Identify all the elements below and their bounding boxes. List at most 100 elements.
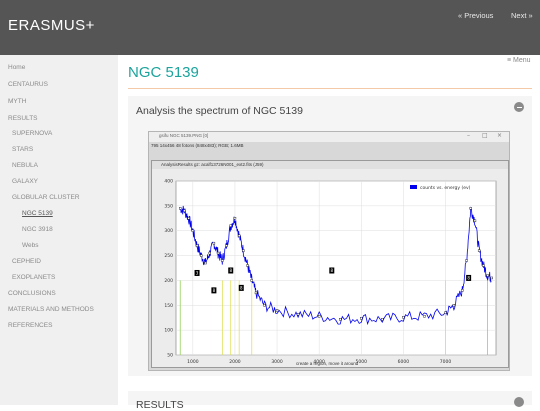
status-text: create a region, move it around [296,361,359,366]
x-tick-label: 4000 [313,359,325,365]
results-card: RESULTS [128,391,532,411]
data-point [317,315,321,318]
data-point [469,207,472,210]
sidebar-item-exoplanets[interactable]: EXOPLANETS [12,274,56,281]
minimize-icon: – [467,132,470,139]
data-point [444,311,447,314]
menu-button[interactable]: ≡ Menu [507,57,531,64]
section-title: Analysis the spectrum of NGC 5139 [136,105,303,117]
data-point [275,309,279,312]
window-title: gsifu NGC 5139.PNG [0] [159,133,209,138]
x-tick-label: 1000 [187,359,199,365]
sidebar-item-supernova[interactable]: SUPERNOVA [12,130,53,137]
title-divider [128,88,532,89]
data-point [216,251,220,255]
analysis-window: AnalysisResults gz: acalf13726N001_ext2.… [151,160,509,368]
sidebar-item-references[interactable]: REFERENCES [8,322,53,329]
data-point [242,249,245,252]
sidebar-item-nebula[interactable]: NEBULA [12,162,39,169]
data-point [339,318,342,321]
analysis-title: AnalysisResults gz: acalf13726N001_ext2.… [161,162,264,167]
data-point [225,244,228,247]
data-point [486,274,489,277]
marker-box [211,287,217,294]
marker-label: 8 [467,275,470,280]
x-tick-label: 5000 [356,359,368,365]
data-point [229,224,232,227]
marker-label: 3 [196,270,199,275]
data-point [204,261,207,265]
y-tick-label: 300 [164,228,173,234]
sidebar-item-centaurus[interactable]: CENTAURUS [8,81,48,88]
analysis-titlebar: AnalysisResults gz: acalf13726N001_ext2.… [152,161,508,169]
sidebar-item-materials-and-methods[interactable]: MATERIALS AND METHODS [8,306,94,313]
y-tick-label: 250 [164,253,173,259]
data-point [208,251,211,255]
sidebar-item-galaxy[interactable]: GALAXY [12,178,39,185]
section-card: Analysis the spectrum of NGC 5139 gsifu … [128,96,532,376]
y-tick-label: 100 [164,328,173,334]
y-tick-label: 400 [164,179,173,185]
results-title: RESULTS [136,399,184,411]
data-point [254,291,258,295]
legend-label: counts vs. energy (ev) [420,185,471,191]
x-tick-label: 7000 [440,359,452,365]
collapse-results-icon[interactable] [514,397,524,407]
marker-box [238,284,244,291]
marker-box [194,269,200,276]
marker-box [466,274,472,281]
marker-box [329,267,335,274]
site-title[interactable]: ERASMUS+ [8,17,95,34]
sidebar-item-cepheid[interactable]: CEPHEID [12,258,41,265]
data-point [402,316,405,319]
data-point [423,315,426,318]
spectrum-plot: 1000 2000 3000 4000 5000 6000 7000 50 100 150 200 2… [164,179,497,365]
spectrum-screenshot: gsifu NGC 5139.PNG [0] – □ × 795 14x456 … [148,131,510,371]
sidebar: Home CENTAURUS MYTH RESULTS SUPERNOVA ST… [0,55,118,405]
sidebar-item-ngc-3918[interactable]: NGC 3918 [22,226,53,233]
y-tick-label: 50 [167,353,173,359]
data-point [250,279,253,282]
plot-area [175,180,497,356]
collapse-icon[interactable] [514,102,524,112]
next-link[interactable]: Next » [511,11,533,20]
data-point [221,259,224,262]
sidebar-item-stars[interactable]: STARS [12,146,34,153]
data-point [233,217,237,220]
sidebar-item-ngc-5139[interactable]: NGC 5139 [22,210,53,217]
marker-label: 8 [331,268,334,273]
data-point [179,207,182,210]
y-tick-label: 350 [164,203,173,209]
sidebar-item-results[interactable]: RESULTS [8,115,38,122]
sidebar-item-globular-cluster[interactable]: GLOBULAR CLUSTER [12,194,80,201]
marker-label: 8 [240,285,243,290]
top-banner: ERASMUS+ « Previous Next » [0,0,540,55]
data-point [195,244,199,247]
data-point [477,249,481,252]
data-point [482,264,485,267]
data-point [200,254,203,257]
x-tick-label: 6000 [398,359,410,365]
marker-box [228,267,234,274]
sidebar-item-webs[interactable]: Webs [22,242,39,249]
data-point [237,234,241,237]
data-point [473,219,477,222]
data-point [191,229,195,232]
y-tick-label: 200 [164,278,173,284]
data-point [452,304,456,307]
y-tick-label: 150 [164,303,173,309]
previous-link[interactable]: « Previous [458,11,494,20]
legend-swatch [410,185,417,189]
window-titlebar: gsifu NGC 5139.PNG [0] – □ × [149,132,509,142]
data-point [360,317,363,320]
sidebar-item-myth[interactable]: MYTH [8,98,27,105]
page-title: NGC 5139 [128,64,199,81]
data-point [490,276,493,280]
data-point [246,264,249,267]
data-point [381,318,384,321]
data-point [263,304,266,307]
close-icon: × [497,132,503,139]
sidebar-item-home[interactable]: Home [8,64,26,71]
sidebar-item-conclusions[interactable]: CONCLUSIONS [8,290,56,297]
marker-label: 8 [229,268,232,273]
